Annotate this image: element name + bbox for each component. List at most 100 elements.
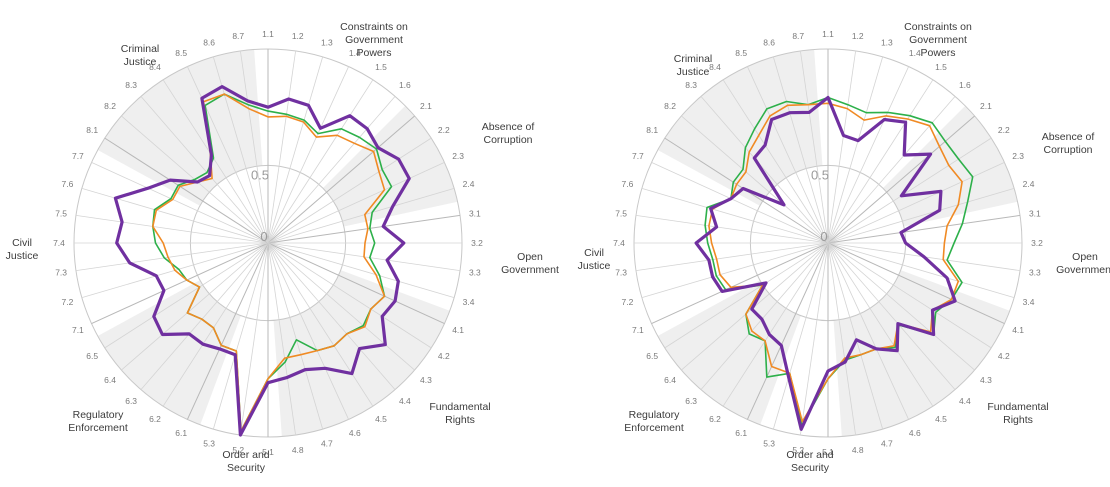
tick-label: 8.7 xyxy=(232,31,244,41)
spoke xyxy=(212,242,269,430)
tick-label: 4.7 xyxy=(881,439,893,449)
tick-label: 5.3 xyxy=(203,439,215,449)
tick-label: 6.2 xyxy=(709,414,721,424)
spoke xyxy=(827,242,884,430)
radar-chart-right: 1.1 1.2 1.3 1.4 1.5 1.6 2.1 2.2 2.3 2.4 3.1 3.2 3.3 3… xyxy=(578,21,1110,474)
spoke xyxy=(267,137,432,244)
radial-label-0-5: 0.5 xyxy=(251,167,269,182)
tick-label: 8.2 xyxy=(104,101,116,111)
tick-label: 4.3 xyxy=(420,375,432,385)
dimension-label-civil-justice: Civil Justice xyxy=(578,247,611,272)
dimension-label-regulatory-enforcement: Regulatory Enforcement xyxy=(624,409,684,434)
dimension-label-open-government: Open Government xyxy=(501,251,559,276)
dimension-label-open-government: Open Government xyxy=(1056,251,1110,276)
spoke xyxy=(747,66,829,244)
series-line-3 xyxy=(694,95,957,431)
spoke xyxy=(827,242,934,407)
spoke xyxy=(799,242,829,436)
tick-label: 8.2 xyxy=(664,101,676,111)
spoke xyxy=(722,242,829,407)
spoke xyxy=(641,242,829,299)
tick-label: 7.1 xyxy=(72,325,84,335)
spoke xyxy=(827,242,1005,325)
tick-label: 6.4 xyxy=(104,375,116,385)
spoke xyxy=(664,242,829,349)
tick-label: 4.2 xyxy=(998,351,1010,361)
tick-label: 1.3 xyxy=(321,37,333,47)
spoke xyxy=(827,79,934,244)
spoke xyxy=(827,242,956,390)
tick-label: 3.3 xyxy=(469,268,481,278)
tick-label: 8.7 xyxy=(792,31,804,41)
spoke xyxy=(746,242,829,420)
spoke xyxy=(827,66,909,244)
tick-label: 1.5 xyxy=(375,62,387,72)
tick-label: 1.3 xyxy=(881,37,893,47)
spoke xyxy=(827,242,975,371)
spokes xyxy=(74,49,462,437)
spoke xyxy=(267,162,445,244)
spoke xyxy=(827,242,1015,299)
tick-label: 8.4 xyxy=(709,62,721,72)
tick-label: 4.5 xyxy=(375,414,387,424)
radial-label-0: 0 xyxy=(820,229,827,244)
tick-label: 6.3 xyxy=(125,396,137,406)
spoke xyxy=(772,242,829,430)
tick-label: 8.1 xyxy=(646,125,658,135)
spoke xyxy=(681,115,829,244)
spoke xyxy=(75,242,269,272)
tick-label: 2.3 xyxy=(1012,151,1024,161)
spoke xyxy=(827,242,909,420)
spoke xyxy=(267,50,297,244)
spoke xyxy=(827,50,857,244)
tick-label: 3.1 xyxy=(1029,208,1041,218)
spoke xyxy=(267,56,324,244)
spoke xyxy=(267,66,349,244)
tick-label: 5.1 xyxy=(822,447,834,457)
spoke xyxy=(635,242,829,272)
spoke xyxy=(104,137,269,244)
tick-label: 4.6 xyxy=(349,428,361,438)
tick-label: 7.5 xyxy=(55,208,67,218)
spoke xyxy=(700,96,829,244)
spoke xyxy=(267,242,324,430)
tick-label: 6.5 xyxy=(646,351,658,361)
tick-label: 1.4 xyxy=(909,48,921,58)
tick-label: 6.1 xyxy=(735,428,747,438)
tick-label: 8.3 xyxy=(125,80,137,90)
dimension-label-order-and-security: Order and Security xyxy=(222,449,269,474)
tick-label: 3.3 xyxy=(1029,268,1041,278)
spoke xyxy=(827,242,992,349)
tick-label: 2.1 xyxy=(980,101,992,111)
spoke xyxy=(267,79,374,244)
spoke xyxy=(75,214,269,244)
tick-label: 4.3 xyxy=(980,375,992,385)
radial-label-0: 0 xyxy=(260,229,267,244)
spoke xyxy=(121,242,269,371)
spoke xyxy=(827,214,1021,244)
tick-label: 6.5 xyxy=(86,351,98,361)
tick-label: 5.3 xyxy=(763,439,775,449)
tick-label: 4.6 xyxy=(909,428,921,438)
tick-label: 4.5 xyxy=(935,414,947,424)
tick-label: 2.1 xyxy=(420,101,432,111)
dimension-label-constraints-on-government-powers: Constraints on Government Powers xyxy=(340,21,408,59)
tick-label: 1.6 xyxy=(399,80,411,90)
tick-label: 2.4 xyxy=(1023,179,1035,189)
tick-label: 4.8 xyxy=(292,445,304,455)
spoke xyxy=(267,187,455,244)
dimension-label-order-and-security: Order and Security xyxy=(786,449,833,474)
tick-label: 7.3 xyxy=(55,268,67,278)
spoke xyxy=(186,242,269,420)
spoke xyxy=(827,96,956,244)
spoke xyxy=(267,242,374,407)
tick-label: 4.8 xyxy=(852,445,864,455)
tick-label: 3.1 xyxy=(469,208,481,218)
spoke xyxy=(267,214,461,244)
tick-label: 6.4 xyxy=(664,375,676,385)
tick-label: 4.7 xyxy=(321,439,333,449)
dimension-label-fundamental-rights: Fundamental Rights xyxy=(429,401,490,426)
tick-label: 1.4 xyxy=(349,48,361,58)
tick-label: 2.4 xyxy=(463,179,475,189)
tick-label: 5.2 xyxy=(792,445,804,455)
